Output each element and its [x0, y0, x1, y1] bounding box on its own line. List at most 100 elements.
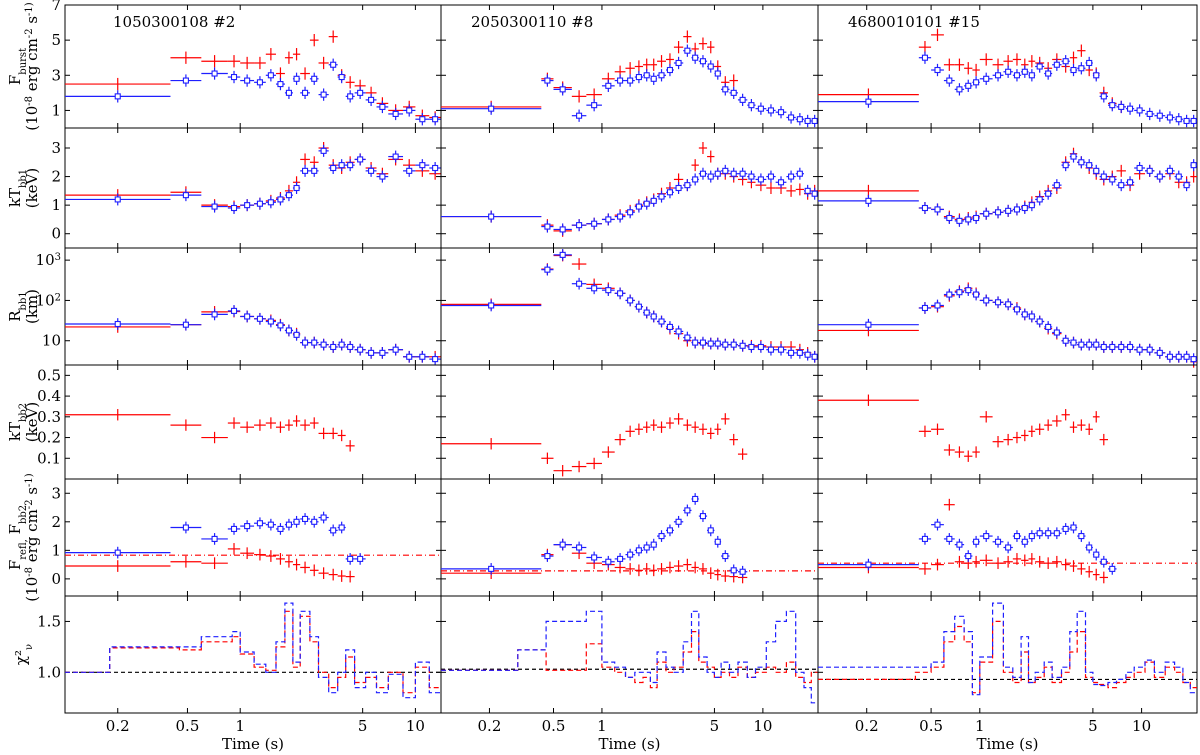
data-point-red [1077, 44, 1086, 57]
data-point-blue [415, 350, 430, 363]
data-point-blue [811, 350, 818, 363]
data-point-blue [992, 206, 1004, 219]
y-axis-title-rbb1: (km) [23, 289, 41, 324]
data-point-red [643, 421, 651, 433]
data-point-blue [201, 533, 228, 545]
data-point-red [1028, 55, 1036, 68]
panel-frame [64, 364, 442, 480]
data-point-blue [1145, 343, 1155, 356]
panel-frame [440, 478, 819, 597]
data-point-blue [979, 294, 993, 307]
x-axis-title: Time (s) [222, 735, 284, 753]
data-point-red [698, 423, 708, 435]
x-tick-label: 10 [753, 717, 772, 735]
data-point-blue [1134, 162, 1146, 174]
y-axis-title-ktbb1: (keV) [23, 168, 41, 209]
data-point-red [625, 62, 635, 75]
data-point-red [65, 409, 171, 421]
data-point-red [729, 433, 738, 446]
data-point-blue [586, 99, 602, 112]
data-point-blue [943, 74, 955, 87]
data-point-red [665, 417, 674, 429]
data-point-blue [1021, 535, 1029, 548]
data-point-blue [541, 550, 554, 562]
data-point-blue [441, 210, 542, 223]
x-tick-label: 5 [358, 717, 368, 735]
data-point-red [1069, 51, 1078, 64]
data-point-blue [1044, 67, 1053, 80]
panel-title: 4680010101 #15 [848, 13, 980, 31]
data-point-blue [275, 523, 285, 535]
data-point-red [972, 446, 980, 458]
data-point-blue [541, 74, 554, 87]
data-point-blue [265, 196, 276, 209]
data-point-red [284, 555, 293, 568]
data-point-blue [650, 194, 658, 207]
data-point-blue [650, 310, 658, 323]
data-point-red [265, 550, 276, 562]
data-point-blue [729, 338, 738, 351]
y-tick-label: 3 [51, 484, 61, 502]
data-point-red [625, 563, 635, 575]
data-point-blue [265, 315, 276, 328]
data-point-blue [1085, 338, 1093, 351]
data-point-blue [1052, 326, 1062, 339]
data-point-red [992, 58, 1004, 71]
data-point-blue [240, 199, 255, 212]
data-point-blue [729, 564, 738, 577]
data-point-red [1021, 429, 1029, 442]
data-point-blue [657, 315, 666, 328]
data-point-blue [300, 513, 310, 525]
data-point-red [673, 41, 684, 54]
y-tick-label: 1 [51, 196, 61, 214]
data-point-blue [1092, 338, 1100, 351]
y-axis-title-frefl: Frefl, Fbb2 [6, 505, 29, 570]
data-point-blue [1085, 541, 1093, 554]
y-tick-label: 5 [51, 31, 61, 49]
data-point-blue [755, 173, 767, 186]
data-point-red [1092, 568, 1100, 581]
data-point-blue [65, 546, 171, 559]
data-point-red [65, 560, 171, 572]
data-point-blue [284, 189, 293, 202]
panel-title: 1050300108 #2 [113, 13, 235, 31]
data-point-blue [1035, 60, 1045, 73]
panel-fburst-2 [440, 4, 819, 129]
panel-fburst-1 [64, 4, 442, 129]
data-point-blue [1003, 204, 1013, 217]
data-point-blue [1044, 187, 1053, 200]
data-point-red [1003, 433, 1013, 446]
data-point-blue [673, 56, 684, 70]
data-point-red [964, 450, 973, 462]
data-point-red [201, 431, 228, 444]
panel-frame [817, 364, 1198, 480]
data-point-red [571, 90, 587, 103]
data-point-blue [1099, 341, 1109, 353]
x-axis-labels: 0.2 0.5 1 5 10 Time (s) 0.2 0.5 1 5 10 Time (s) 0.2 0… [106, 717, 1151, 753]
data-point-red [300, 153, 310, 166]
panel-ktbb1-3 [817, 127, 1198, 249]
data-point-red [918, 425, 932, 438]
data-point-blue [625, 548, 635, 561]
data-point-blue [415, 159, 430, 172]
data-point-blue [345, 159, 355, 172]
data-point-blue [1035, 315, 1045, 328]
panel-frame [64, 247, 442, 366]
data-point-blue [65, 318, 171, 330]
data-point-blue [265, 69, 276, 82]
data-point-blue [601, 284, 615, 296]
data-point-blue [1077, 530, 1086, 542]
data-point-red [170, 419, 202, 431]
data-point-blue [673, 182, 684, 194]
data-point-blue [1108, 563, 1117, 575]
data-point-blue [1052, 58, 1062, 71]
data-point-blue [1044, 527, 1053, 540]
data-point-red [1035, 555, 1045, 568]
data-point-blue [170, 318, 202, 331]
data-point-red [707, 150, 715, 163]
data-point-blue [634, 544, 644, 557]
data-point-red [786, 184, 796, 197]
data-point-red [1099, 433, 1109, 446]
y-tick-label: 0 [51, 225, 61, 243]
y-axis-title-chi2: χ²ν [12, 644, 35, 665]
